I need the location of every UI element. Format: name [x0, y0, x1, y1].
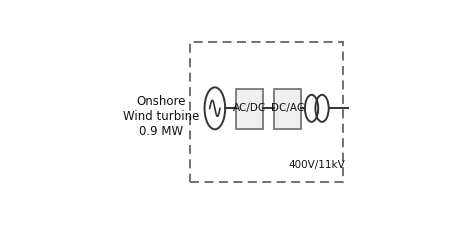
- Bar: [236, 89, 263, 129]
- Text: DC/AC: DC/AC: [271, 103, 304, 113]
- Bar: [191, 42, 343, 182]
- Text: Onshore
Wind turbine
0.9 MW: Onshore Wind turbine 0.9 MW: [123, 95, 200, 138]
- Ellipse shape: [315, 95, 328, 122]
- Ellipse shape: [305, 95, 318, 122]
- Bar: [274, 89, 301, 129]
- Text: 400V/11kV: 400V/11kV: [288, 161, 345, 170]
- Text: AC/DC: AC/DC: [233, 103, 266, 113]
